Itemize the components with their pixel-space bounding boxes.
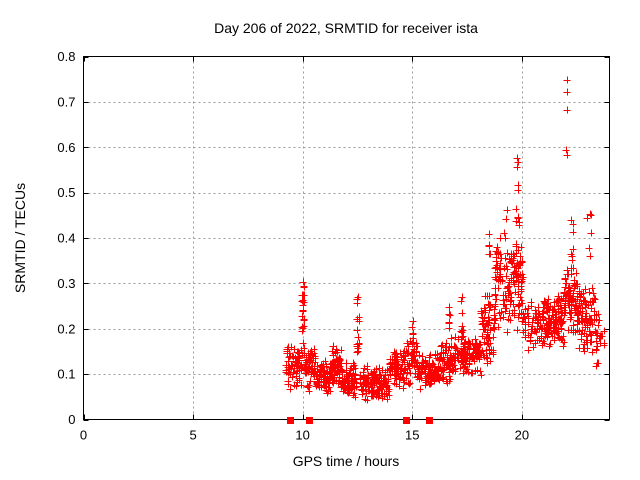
y-tick-label: 0.2 bbox=[57, 321, 75, 336]
y-tick-label: 0.5 bbox=[57, 185, 75, 200]
y-tick-label: 0.3 bbox=[57, 276, 75, 291]
data-points-series bbox=[282, 76, 608, 404]
y-tick-label: 0 bbox=[68, 412, 75, 427]
y-tick-label: 0.4 bbox=[57, 231, 75, 246]
x-axis-label: GPS time / hours bbox=[293, 453, 400, 469]
y-tick-label: 0.7 bbox=[57, 94, 75, 109]
x-tick-label: 15 bbox=[405, 428, 419, 443]
baseline-square-marker bbox=[287, 417, 294, 424]
x-tick-label: 20 bbox=[515, 428, 529, 443]
y-tick-label: 0.8 bbox=[57, 49, 75, 64]
gridlines bbox=[83, 56, 610, 420]
baseline-square-markers bbox=[287, 417, 433, 424]
baseline-square-marker bbox=[403, 417, 410, 424]
x-tick-label: 5 bbox=[189, 428, 196, 443]
x-tick-label: 10 bbox=[295, 428, 309, 443]
x-tick-label: 0 bbox=[80, 428, 87, 443]
tick-marks bbox=[83, 56, 610, 421]
y-tick-label: 0.1 bbox=[57, 367, 75, 382]
y-tick-label: 0.6 bbox=[57, 140, 75, 155]
y-axis-label: SRMTID / TECUs bbox=[12, 183, 28, 293]
tick-labels: 0 5 10 15 20 0 0.1 0.2 0.3 0.4 0.5 0.6 0.7 0.8 bbox=[57, 49, 529, 443]
baseline-square-marker bbox=[426, 417, 433, 424]
chart-title: Day 206 of 2022, SRMTID for receiver ist… bbox=[214, 20, 478, 36]
baseline-square-marker bbox=[306, 417, 313, 424]
